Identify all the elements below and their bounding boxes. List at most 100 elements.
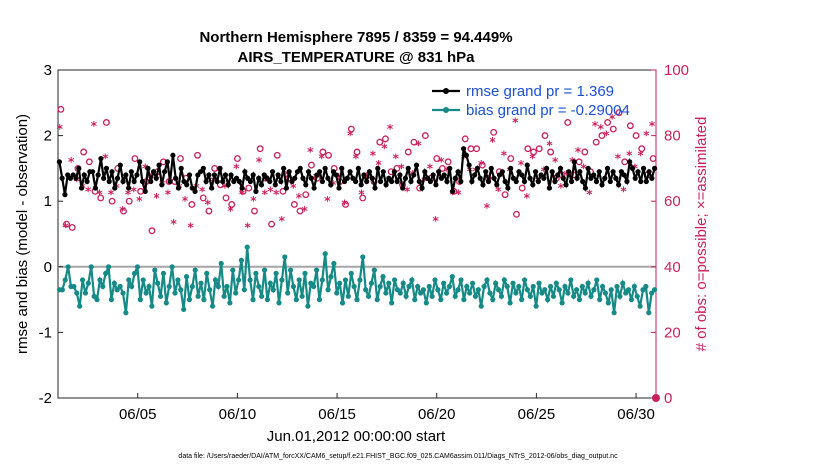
rmse-point xyxy=(555,172,561,178)
bias-point xyxy=(553,280,559,286)
bias-point xyxy=(247,277,253,283)
rmse-point xyxy=(469,178,475,185)
y-tick-label-right: 60 xyxy=(664,193,681,210)
obs-possible-point xyxy=(290,201,298,208)
bias-point xyxy=(611,310,617,316)
rmse-point xyxy=(411,172,417,178)
rmse-point xyxy=(505,185,511,191)
obs-assimilated-point: * xyxy=(603,129,610,143)
y-tick-label-right: 0 xyxy=(664,390,672,407)
bias-point xyxy=(614,283,620,290)
bias-point xyxy=(568,277,574,283)
obs-assimilated-point: * xyxy=(85,184,92,198)
rmse-point xyxy=(106,178,112,185)
bias-point xyxy=(259,293,265,299)
bias-point xyxy=(524,287,531,293)
bias-point xyxy=(617,293,623,299)
rmse-point xyxy=(629,165,636,171)
bias-point xyxy=(363,287,369,293)
bias-point xyxy=(599,283,606,290)
rmse-point xyxy=(211,172,218,178)
rmse-point xyxy=(627,159,633,165)
bias-point xyxy=(215,283,221,290)
rmse-point xyxy=(375,165,381,171)
rmse-point xyxy=(98,155,104,162)
bias-point xyxy=(602,290,609,296)
bias-point xyxy=(415,283,421,290)
bias-point xyxy=(646,310,652,316)
obs-assimilated-point: * xyxy=(125,188,132,202)
rmse-point xyxy=(574,175,580,181)
bias-point xyxy=(273,270,279,276)
obs-possible-point xyxy=(547,148,555,156)
bias-point xyxy=(484,277,490,283)
bias-point xyxy=(287,267,294,273)
rmse-point xyxy=(347,169,353,175)
obs-possible-point xyxy=(535,145,543,153)
obs-possible-point xyxy=(176,155,184,163)
rmse-point xyxy=(419,185,425,191)
rmse-point xyxy=(621,172,627,178)
plot-area: 3 2 1 0 -1 -2 100 80 60 40 20 0 06/05 06/10 06/15 06/20… xyxy=(39,62,689,423)
bias-point xyxy=(218,260,224,267)
bias-point xyxy=(157,293,164,299)
bias-point xyxy=(339,300,346,306)
bias-point xyxy=(582,290,588,296)
rmse-point xyxy=(250,172,256,178)
obs-possible-point xyxy=(615,109,623,117)
bias-point xyxy=(267,280,273,286)
obs-assimilated-point: * xyxy=(330,178,337,192)
bias-point xyxy=(608,287,614,293)
obs-possible-point xyxy=(404,148,412,156)
obs-assimilated-point: * xyxy=(518,158,525,172)
rmse-point xyxy=(358,182,364,188)
obs-possible-point xyxy=(501,191,509,199)
rmse-point xyxy=(84,178,90,185)
bias-point xyxy=(250,297,256,303)
obs-possible-point xyxy=(638,145,646,153)
bias-point xyxy=(117,283,123,290)
obs-assimilated-point: * xyxy=(393,152,400,166)
bias-point xyxy=(134,264,141,270)
bias-point xyxy=(559,300,565,306)
obs-assimilated-point: * xyxy=(478,158,485,172)
rmse-point xyxy=(463,152,469,158)
obs-assimilated-point: * xyxy=(592,119,599,133)
bias-point xyxy=(276,300,282,306)
bias-point xyxy=(97,277,103,283)
rmse-point xyxy=(389,178,395,185)
bias-point xyxy=(634,293,640,299)
rmse-point xyxy=(546,185,553,191)
bias-point xyxy=(195,293,201,299)
rmse-point xyxy=(81,172,87,178)
rmse-point xyxy=(532,169,539,175)
obs-possible-point xyxy=(268,220,276,228)
obs-possible-point xyxy=(438,164,446,172)
bias-point xyxy=(149,303,155,309)
obs-assimilated-point: * xyxy=(524,191,531,205)
rmse-point xyxy=(173,175,179,181)
bias-point xyxy=(420,287,427,293)
rmse-point xyxy=(416,178,422,185)
plot-frame xyxy=(57,69,657,399)
rmse-point xyxy=(303,182,309,188)
obs-assimilated-point: * xyxy=(74,175,81,189)
x-tick-label: 06/10 xyxy=(219,406,257,423)
y-tick-label-right: 80 xyxy=(664,128,681,145)
rmse-point xyxy=(62,192,68,198)
y-tick-label-right: 20 xyxy=(664,324,681,341)
rmse-point xyxy=(521,178,528,185)
obs-assimilated-point: * xyxy=(182,194,189,208)
obs-possible-point xyxy=(530,148,538,156)
rmse-point xyxy=(535,178,541,185)
rmse-point xyxy=(170,152,176,158)
rmse-point xyxy=(117,162,123,168)
obs-possible-point xyxy=(649,155,657,163)
obs-possible-point xyxy=(108,197,116,205)
rmse-point xyxy=(455,169,461,175)
rmse-point xyxy=(513,178,519,185)
obs-possible-point xyxy=(307,161,315,169)
obs-possible-point xyxy=(592,138,600,146)
rmse-point xyxy=(184,182,190,188)
obs-assimilated-point: * xyxy=(222,181,229,195)
